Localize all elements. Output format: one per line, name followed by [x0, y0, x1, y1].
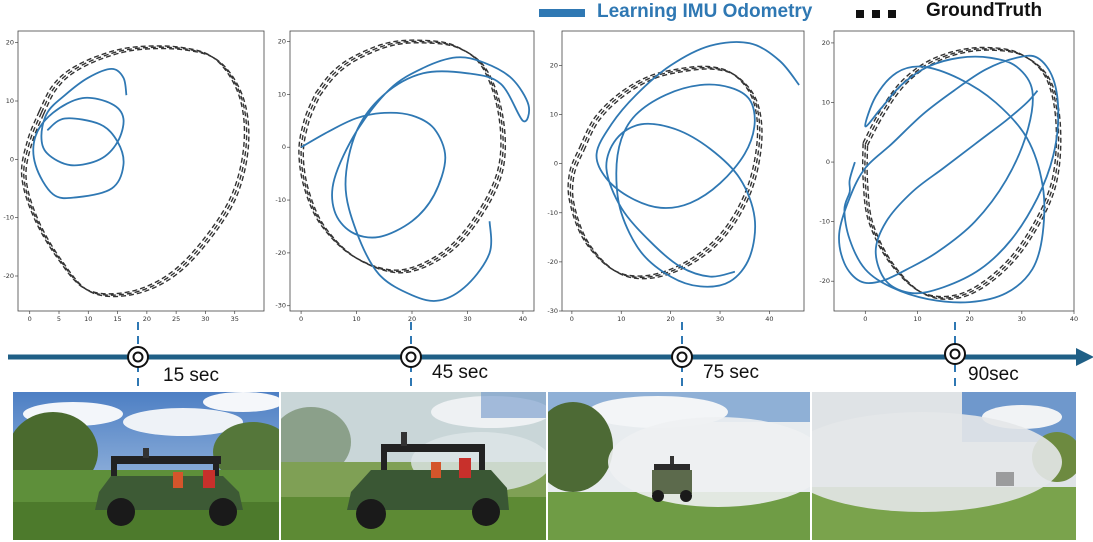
y-tick-label: 0 [826, 158, 830, 166]
y-tick-label: 10 [6, 97, 14, 105]
legend: Learning IMU Odometry GroundTruth [0, 0, 1093, 26]
timeline-marker [127, 322, 149, 392]
y-tick-label: -30 [275, 302, 286, 310]
photo-90s [812, 392, 1076, 540]
learned-legend-label: Learning IMU Odometry [597, 1, 813, 22]
learned-odometry-series-line [32, 67, 128, 200]
trajectory-plot-15s: 0 5 10 15 20 25 30 35 -20 -10 0 10 20 [0, 28, 270, 323]
trajectory-plot-75s: 0 10 20 30 40 -30 -20 -10 0 10 20 [540, 28, 810, 323]
groundtruth-series-line [300, 40, 504, 273]
x-tick-label: 20 [143, 315, 151, 323]
plot-svg: 0 10 20 30 40 -30 -20 -10 0 10 20 [275, 30, 535, 323]
timeline-arrow [8, 322, 1093, 392]
y-tick-label: -20 [819, 277, 830, 285]
trajectory-plot-90s: 0 10 20 30 40 -20 -10 0 10 20 [810, 28, 1093, 323]
time-label-90s: 90sec [968, 364, 1019, 385]
vehicle-icon [347, 432, 509, 529]
x-tick-label: 30 [716, 315, 724, 323]
groundtruth-series-line [298, 39, 502, 271]
trajectory-plot-45s: 0 10 20 30 40 -30 -20 -10 0 10 20 [270, 28, 540, 323]
groundtruth-series-line [864, 48, 1060, 299]
vehicle-icon [996, 472, 1014, 486]
timeline-marker [400, 322, 422, 392]
y-tick-label: 10 [278, 90, 286, 98]
x-tick-label: 35 [231, 315, 239, 323]
plot-svg: 0 10 20 30 40 -20 -10 0 10 20 [819, 30, 1078, 323]
x-tick-label: 10 [352, 315, 360, 323]
timeline-marker [671, 322, 693, 392]
x-tick-label: 0 [299, 315, 303, 323]
x-tick-label: 30 [201, 315, 209, 323]
photo-15s [13, 392, 279, 540]
time-label-45s: 45 sec [432, 362, 488, 383]
timeline: 15 sec 45 sec 75 sec 90sec [0, 320, 1093, 392]
y-tick-label: 0 [282, 143, 286, 151]
y-tick-label: 0 [10, 155, 14, 163]
groundtruth-series-line [25, 47, 250, 298]
groundtruth-legend-label: GroundTruth [926, 0, 1043, 21]
time-label-75s: 75 sec [703, 362, 759, 383]
plot-svg: 0 10 20 30 40 -30 -20 -10 0 10 20 [547, 30, 805, 323]
y-tick-label: -10 [275, 196, 286, 204]
x-tick-label: 10 [913, 315, 921, 323]
y-tick-label: -10 [819, 218, 830, 226]
groundtruth-series-line [302, 42, 507, 274]
y-tick-label: 20 [278, 38, 286, 46]
y-tick-label: -10 [547, 209, 558, 217]
groundtruth-series-line [20, 45, 246, 295]
x-tick-label: 30 [463, 315, 471, 323]
y-tick-label: 20 [550, 61, 558, 69]
x-tick-label: 0 [863, 315, 867, 323]
x-tick-label: 5 [57, 315, 61, 323]
y-tick-label: -20 [547, 258, 558, 266]
y-tick-label: -10 [3, 214, 14, 222]
groundtruth-series-line [569, 66, 761, 279]
time-label-15s: 15 sec [163, 365, 219, 386]
x-tick-label: 30 [1018, 315, 1026, 323]
y-tick-label: -20 [3, 272, 14, 280]
x-tick-label: 25 [172, 315, 180, 323]
vehicle-icon [95, 448, 243, 526]
y-tick-label: 10 [822, 98, 830, 106]
learned-legend-swatch [539, 9, 585, 17]
learned-odometry-series-line [838, 54, 1060, 304]
photo-75s [548, 392, 810, 540]
groundtruth-series-line [862, 46, 1058, 298]
x-tick-label: 40 [765, 315, 773, 323]
x-tick-label: 10 [617, 315, 625, 323]
x-tick-label: 10 [84, 315, 92, 323]
plot-frame [17, 30, 265, 312]
learned-odometry-series-line [595, 41, 800, 288]
y-tick-label: 10 [550, 111, 558, 119]
x-tick-label: 40 [519, 315, 527, 323]
y-tick-label: -20 [275, 249, 286, 257]
y-tick-label: -30 [547, 307, 558, 315]
x-tick-label: 0 [28, 315, 32, 323]
photo-45s [281, 392, 546, 540]
y-tick-label: 20 [6, 39, 14, 47]
timeline-marker [944, 322, 966, 392]
groundtruth-series-line [567, 65, 759, 277]
x-tick-label: 15 [113, 315, 121, 323]
x-tick-label: 20 [408, 315, 416, 323]
x-tick-label: 20 [667, 315, 675, 323]
y-tick-label: 20 [822, 39, 830, 47]
y-tick-label: 0 [554, 160, 558, 168]
groundtruth-legend-swatch [856, 10, 896, 18]
x-tick-label: 20 [966, 315, 974, 323]
vehicle-icon [652, 456, 692, 502]
learned-odometry-series-line [300, 56, 530, 302]
x-tick-label: 0 [570, 315, 574, 323]
x-tick-label: 40 [1070, 315, 1078, 323]
groundtruth-series-line [23, 46, 248, 296]
plot-frame [833, 30, 1075, 312]
plot-svg: 0 5 10 15 20 25 30 35 -20 -10 0 10 20 [3, 30, 265, 323]
